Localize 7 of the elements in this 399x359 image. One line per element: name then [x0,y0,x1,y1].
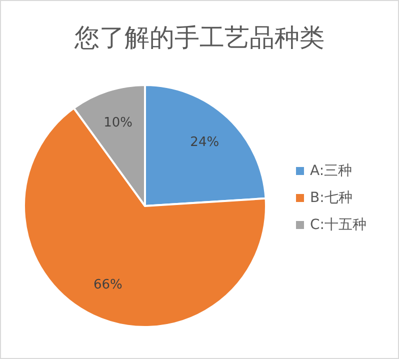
data-label: 10% [104,116,133,131]
data-label: 66% [93,277,122,292]
legend-label: B:七种 [310,190,352,206]
legend-label: A:三种 [310,163,352,179]
data-label: 24% [190,134,220,150]
legend-label: C:十五种 [310,217,366,233]
chart-title: 您了解的手工艺品种类 [74,23,324,52]
